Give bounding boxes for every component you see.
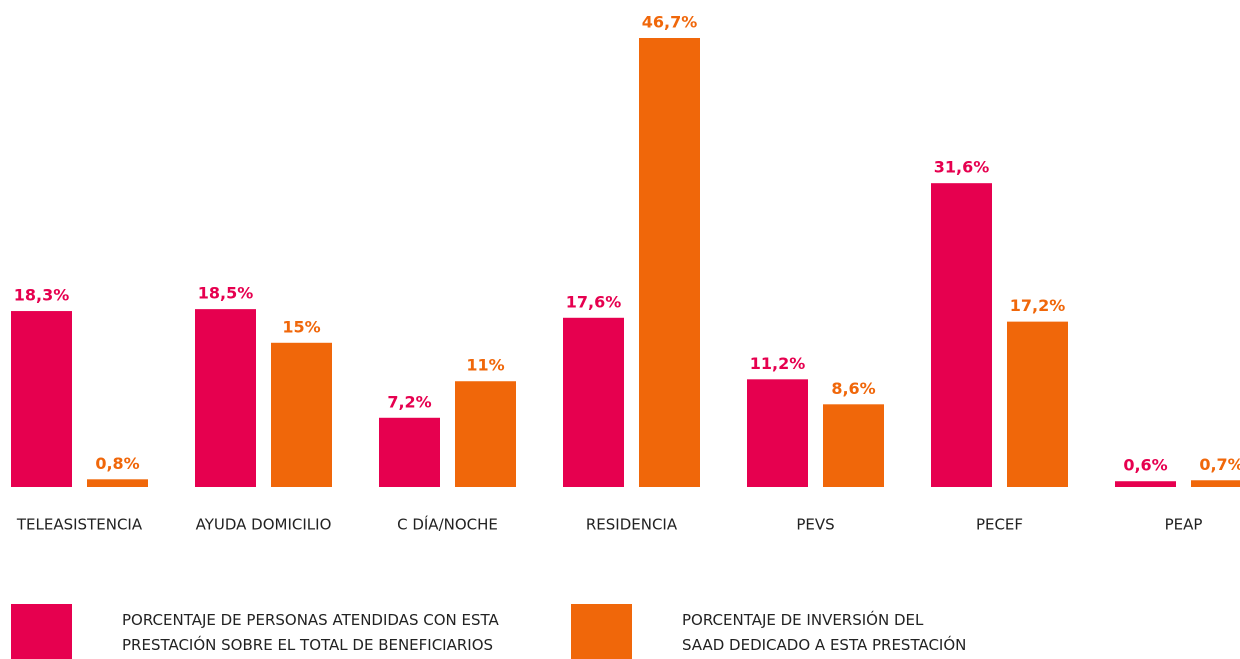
x-tick-label: PEVS: [796, 516, 834, 534]
bar: [11, 311, 72, 487]
data-label: 8,6%: [831, 379, 875, 398]
bar: [271, 342, 332, 487]
bar: [563, 317, 624, 487]
bar: [1191, 480, 1240, 487]
x-tick-label: PECEF: [976, 516, 1023, 534]
bar: [87, 479, 148, 487]
bar: [1007, 321, 1068, 487]
bar: [639, 38, 700, 487]
data-label: 31,6%: [934, 158, 990, 177]
bar: [195, 309, 256, 487]
data-label: 17,6%: [566, 292, 622, 311]
x-tick-label: C DÍA/NOCHE: [397, 515, 498, 534]
x-tick-label: RESIDENCIA: [586, 516, 678, 534]
data-label: 7,2%: [387, 392, 431, 411]
data-label: 11%: [466, 356, 504, 375]
legend-label: PORCENTAJE DE PERSONAS ATENDIDAS CON EST…: [122, 611, 499, 654]
bar: [823, 404, 884, 487]
bar: [931, 183, 992, 487]
data-label: 0,8%: [95, 454, 139, 473]
data-label: 17,2%: [1010, 296, 1066, 315]
x-tick-label: TELEASISTENCIA: [16, 516, 143, 534]
data-label: 11,2%: [750, 354, 806, 373]
legend-label: PORCENTAJE DE INVERSIÓN DEL SAAD DEDICAD…: [682, 611, 967, 654]
bar: [455, 381, 516, 487]
data-label: 0,6%: [1123, 456, 1167, 475]
data-label: 46,7%: [642, 13, 698, 32]
bar: [379, 417, 440, 487]
data-label: 15%: [282, 317, 320, 336]
x-tick-label: PEAP: [1165, 516, 1203, 534]
legend-swatch: [11, 604, 72, 659]
data-label: 0,7%: [1199, 455, 1240, 474]
data-label: 18,3%: [14, 286, 70, 305]
bar: [1115, 481, 1176, 487]
bar: [747, 379, 808, 487]
x-tick-label: AYUDA DOMICILIO: [196, 516, 332, 534]
legend-swatch: [571, 604, 632, 659]
data-label: 18,5%: [198, 284, 254, 303]
